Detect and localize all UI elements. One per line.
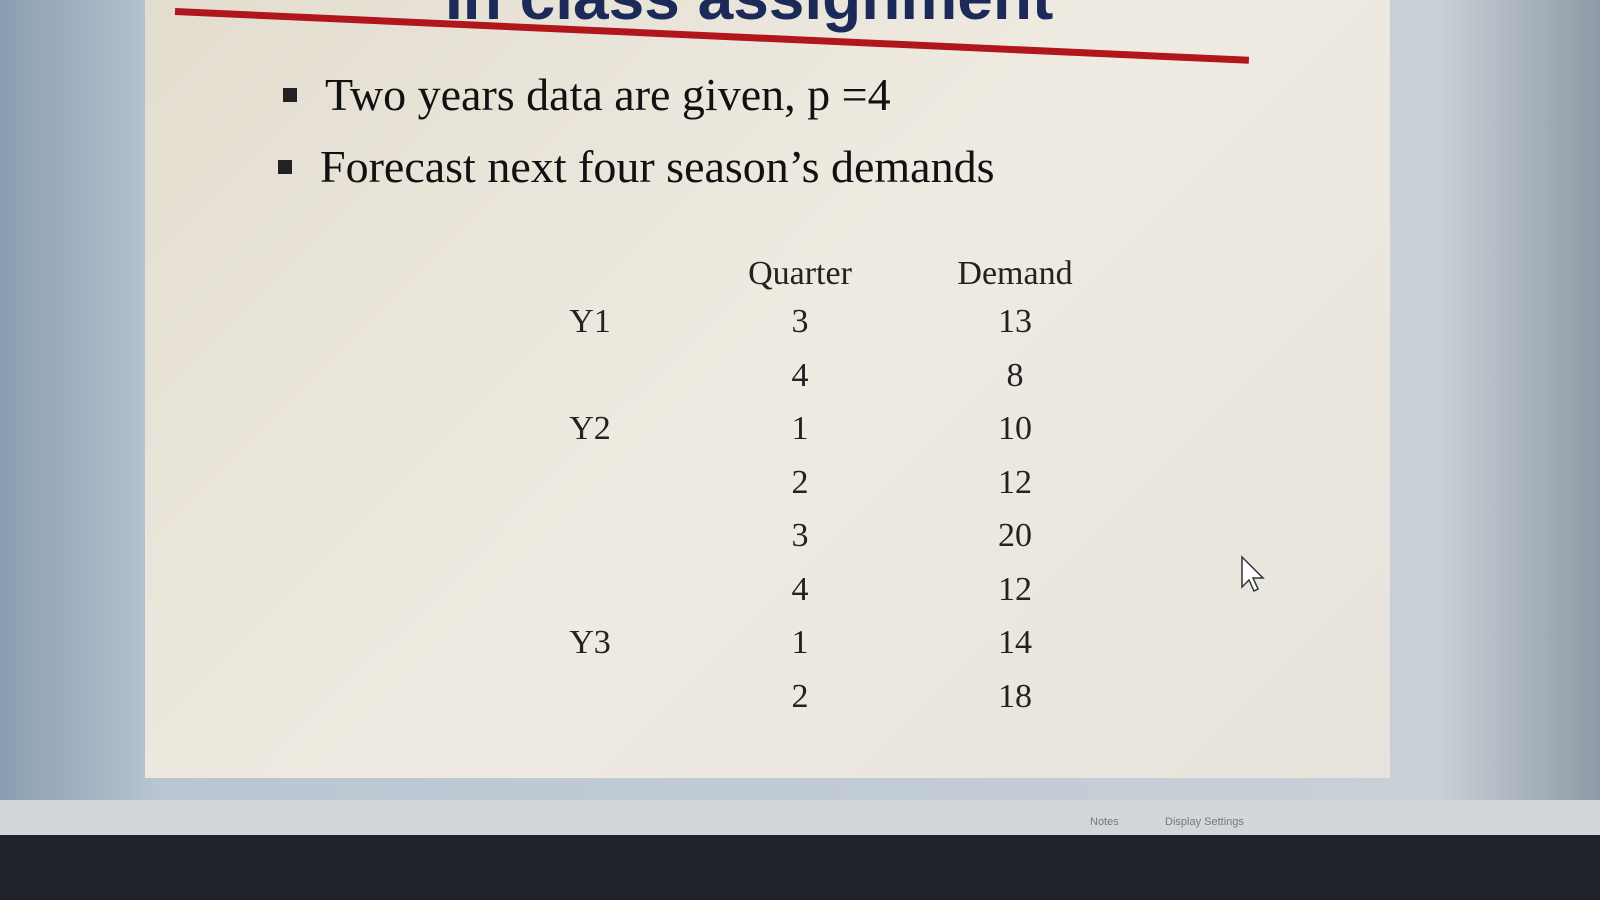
quarter-cell: 3 (791, 303, 809, 340)
demand-cell: 10 (998, 410, 1032, 447)
year-label: Y3 (569, 624, 611, 661)
demand-cell: 14 (998, 624, 1032, 661)
quarter-cell: 1 (791, 410, 809, 447)
quarter-cell: 3 (791, 517, 809, 554)
quarter-cell: 2 (791, 677, 809, 715)
status-bar: Notes Display Settings (0, 800, 1600, 835)
demand-cell: 12 (998, 570, 1032, 608)
quarter-cell: 2 (791, 463, 809, 501)
slide: In class assignment Two years data are g… (145, 0, 1390, 778)
notes-button[interactable]: Notes (1090, 816, 1119, 828)
quarter-cell: 1 (791, 624, 809, 661)
bullet: Two years data are given, p =4 (283, 69, 891, 120)
demand-cell: 8 (1006, 356, 1024, 394)
cursor (1241, 555, 1265, 593)
column-header: Demand (957, 255, 1073, 292)
bullet: Forecast next four season’s demands (278, 141, 995, 192)
quarter-cell: 4 (791, 356, 809, 394)
demand-cell: 18 (998, 677, 1032, 715)
column-header: Quarter (748, 255, 852, 292)
year-label: Y2 (569, 410, 611, 447)
display-settings-button[interactable]: Display Settings (1165, 816, 1244, 828)
taskbar (0, 835, 1600, 900)
quarter-cell: 4 (791, 570, 809, 608)
demand-cell: 20 (998, 517, 1032, 554)
demand-cell: 12 (998, 463, 1032, 501)
demand-cell: 13 (998, 303, 1032, 340)
year-label: Y1 (569, 303, 611, 340)
